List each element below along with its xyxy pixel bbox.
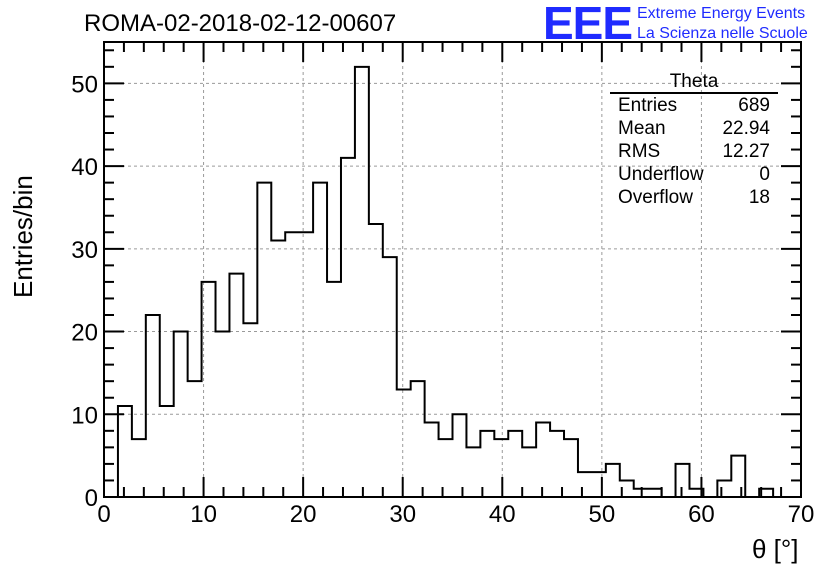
- eee-logo: EEE: [543, 0, 633, 49]
- histogram-bin: [731, 456, 745, 497]
- histogram-bin: [341, 158, 355, 497]
- histogram-bin: [118, 406, 132, 497]
- histogram-bin: [313, 183, 327, 497]
- plot-title: ROMA-02-2018-02-12-00607: [84, 10, 397, 37]
- y-tick-label: 40: [71, 154, 98, 181]
- x-axis-label: θ [°]: [752, 534, 799, 564]
- x-tick-label: 70: [788, 501, 815, 528]
- x-tick-label: 50: [589, 501, 616, 528]
- histogram-bin: [383, 257, 397, 497]
- stats-label: RMS: [618, 141, 661, 162]
- stats-label: Mean: [618, 118, 666, 139]
- stats-row-underflow: Underflow 0: [610, 163, 778, 186]
- histogram-outline: [104, 65, 801, 498]
- x-tick-label: 60: [688, 501, 715, 528]
- histogram-bin: [717, 480, 731, 497]
- stats-value: 689: [738, 95, 770, 116]
- histogram-bin: [522, 447, 536, 497]
- stats-value: 0: [759, 164, 770, 185]
- y-tick-label: 30: [71, 237, 98, 264]
- histogram-bin: [425, 423, 439, 497]
- histogram-bin: [606, 464, 620, 497]
- x-tick-label: 20: [290, 501, 317, 528]
- histogram-bin: [327, 282, 341, 497]
- logo-line-2: La Scienza nelle Scuole: [637, 25, 808, 42]
- histogram-bin: [564, 439, 578, 497]
- stats-row-entries: Entries 689: [610, 94, 778, 117]
- x-tick-label: 10: [190, 501, 217, 528]
- histogram-bin: [160, 406, 174, 497]
- histogram-bin: [146, 315, 160, 497]
- logo-line-1: Extreme Energy Events: [637, 5, 806, 22]
- histogram-bin: [439, 439, 453, 497]
- y-axis-label: Entries/bin: [8, 175, 38, 298]
- x-tick-label: 30: [389, 501, 416, 528]
- histogram-bin: [355, 67, 369, 497]
- stats-value: 22.94: [722, 118, 770, 139]
- stats-label: Entries: [618, 95, 678, 116]
- logo-caption: Extreme Energy Events La Scienza nelle S…: [637, 4, 808, 44]
- stats-row-rms: RMS 12.27: [610, 140, 778, 163]
- histogram-bin: [411, 381, 425, 497]
- histogram-bin: [174, 332, 188, 497]
- stats-row-mean: Mean 22.94: [610, 117, 778, 140]
- histogram-bin: [648, 489, 662, 497]
- stats-title: Theta: [610, 72, 778, 94]
- y-tick-label: 20: [71, 320, 98, 347]
- histogram-bin: [229, 274, 243, 497]
- y-tick-label: 10: [71, 402, 98, 429]
- stats-label: Underflow: [618, 164, 704, 185]
- x-tick-label: 40: [489, 501, 516, 528]
- tick-labels: 0 10 20 30 40 50 60 70 0 10 20 30 40 50: [71, 71, 814, 528]
- histogram-bin: [216, 332, 230, 497]
- axis-ticks: [103, 42, 802, 498]
- histogram-bin: [369, 224, 383, 497]
- stats-label: Overflow: [618, 187, 693, 208]
- histogram-bin: [188, 381, 202, 497]
- y-tick-label: 50: [71, 71, 98, 98]
- histogram-bin: [299, 232, 313, 497]
- plot-frame: [103, 41, 802, 498]
- stats-row-overflow: Overflow 18: [610, 186, 778, 209]
- y-tick-label: 0: [85, 485, 98, 512]
- histogram-bin: [466, 447, 480, 497]
- histogram-bin: [285, 232, 299, 497]
- histogram-bin: [578, 472, 592, 497]
- stats-box: Theta Entries 689 Mean 22.94 RMS 12.27 U…: [610, 72, 778, 209]
- histogram-bins: [104, 65, 801, 498]
- histogram-bin: [453, 414, 467, 497]
- histogram-bin: [592, 472, 606, 497]
- histogram-bin: [508, 431, 522, 497]
- stats-value: 18: [748, 187, 770, 208]
- x-tick-label: 0: [97, 501, 110, 528]
- histogram-bin: [271, 241, 285, 497]
- stats-value: 12.27: [722, 141, 770, 162]
- histogram-bin: [243, 323, 257, 497]
- histogram-bin: [536, 423, 550, 497]
- histogram-bin: [257, 183, 271, 497]
